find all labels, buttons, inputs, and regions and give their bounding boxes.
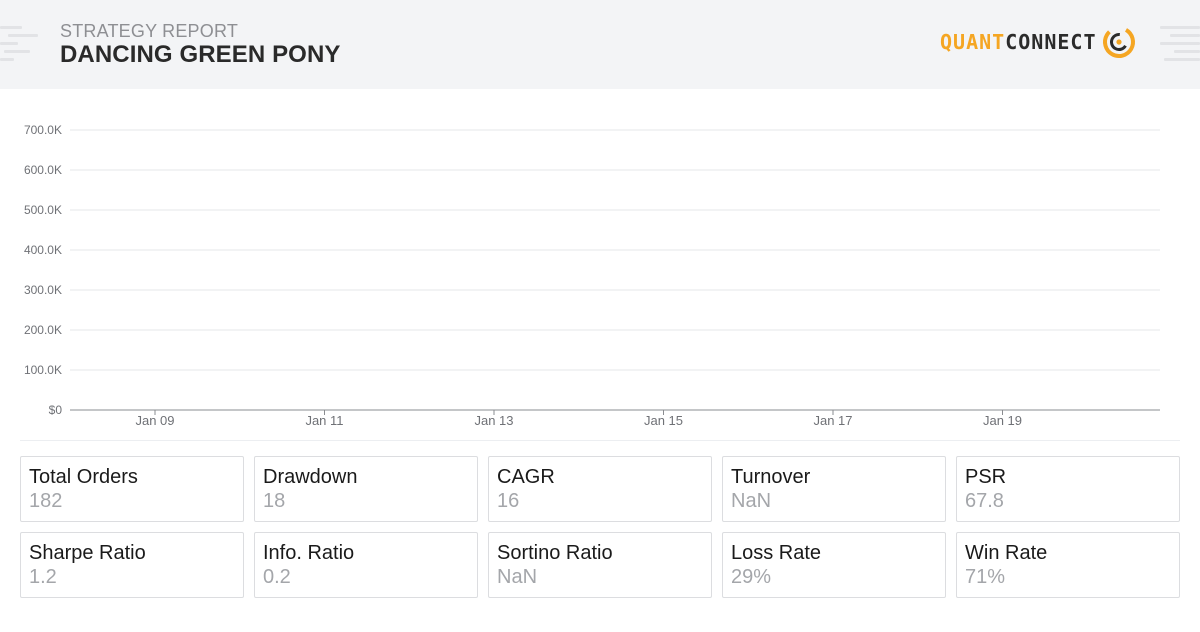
quantconnect-logo-icon [1102,26,1135,58]
x-tick-label: Jan 13 [474,413,513,428]
y-tick-label: 700.0K [24,123,62,137]
stat-value: NaN [497,566,538,588]
stat-label: Turnover [731,466,811,488]
stat-value: 182 [29,490,63,512]
stat-card-info-ratio: Info. Ratio 0.2 [254,532,478,598]
x-tick-label: Jan 19 [983,413,1022,428]
stat-label: Total Orders [29,466,138,488]
equity-chart-svg: $0 100.0K 200.0K 300.0K 400.0K 500.0K 600.0K 70… [24,123,1160,428]
stat-label: PSR [965,466,1007,488]
equity-chart: $0 100.0K 200.0K 300.0K 400.0K 500.0K 600.0K 70… [0,100,1200,435]
logo-word-connect: CONNECT [1005,30,1097,54]
y-tick-label: 200.0K [24,323,62,337]
stat-value: 29% [731,566,772,588]
stat-label: Win Rate [965,542,1048,564]
stat-value: 16 [497,490,520,512]
stat-card-total-orders: Total Orders 182 [20,456,244,522]
x-tick-label: Jan 11 [305,413,343,428]
stat-value: 0.2 [263,566,291,588]
stat-card-drawdown: Drawdown 18 [254,456,478,522]
y-tick-label: 600.0K [24,163,62,177]
y-tick-label: $0 [49,403,63,417]
report-kicker: STRATEGY REPORT [60,21,239,41]
stat-label: Loss Rate [731,542,822,564]
stat-label: Info. Ratio [263,542,355,564]
stat-label: CAGR [497,466,555,488]
stat-label: Drawdown [263,466,358,488]
y-tick-label: 400.0K [24,243,62,257]
strategy-title: DANCING GREEN PONY [60,41,341,68]
stats-grid: Total Orders 182 Drawdown 18 CAGR 16 Turnover N… [20,456,1180,598]
y-tick-label: 500.0K [24,203,62,217]
chart-divider [20,440,1180,441]
stat-card-turnover: Turnover NaN [722,456,946,522]
stat-card-cagr: CAGR 16 [488,456,712,522]
stat-value: 18 [263,490,286,512]
report-header: STRATEGY REPORT DANCING GREEN PONY QUANT… [0,0,1200,89]
stat-value: 67.8 [965,490,1004,512]
x-tick-label: Jan 15 [644,413,683,428]
stat-card-sharpe-ratio: Sharpe Ratio 1.2 [20,532,244,598]
stat-value: NaN [731,490,772,512]
x-tick-label: Jan 09 [135,413,174,428]
stat-label: Sortino Ratio [497,542,613,564]
x-tick-label: Jan 17 [813,413,852,428]
stat-value: 1.2 [29,566,57,588]
quantconnect-logo: QUANTCONNECT [940,24,1137,60]
stat-label: Sharpe Ratio [29,542,146,564]
stat-card-psr: PSR 67.8 [956,456,1180,522]
stat-value: 71% [965,566,1006,588]
stat-card-win-rate: Win Rate 71% [956,532,1180,598]
logo-wordmark: QUANTCONNECT [940,24,1097,60]
logo-word-quant: QUANT [940,30,1006,54]
y-tick-label: 100.0K [24,363,62,377]
stat-card-sortino-ratio: Sortino Ratio NaN [488,532,712,598]
stat-card-loss-rate: Loss Rate 29% [722,532,946,598]
y-tick-label: 300.0K [24,283,62,297]
